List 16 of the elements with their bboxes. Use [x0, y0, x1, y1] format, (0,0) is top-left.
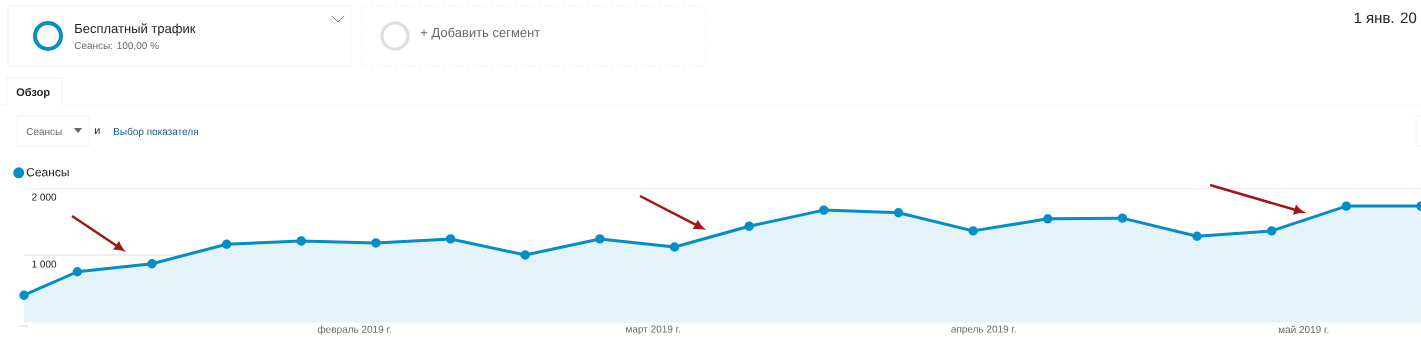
x-tick-label: ... — [20, 325, 28, 327]
text: 1 янв. 20 — [1354, 12, 1417, 24]
text: и — [94, 128, 100, 134]
text: + Добавить сегмент — [420, 27, 541, 40]
chart-title: Бесплатный трафик — [75, 23, 196, 36]
y-tick-label: 1 000 — [32, 260, 57, 268]
text: Обзор — [16, 87, 50, 99]
chart-subtitle: Сеансы: 100,00 % — [74, 42, 159, 51]
x-tick-label: май 2019 г. — [1278, 325, 1329, 334]
text: Сеансы — [26, 128, 62, 136]
legend-label: Сеансы — [26, 167, 69, 177]
x-tick-label: апрель 2019 г. — [951, 325, 1016, 335]
text: Выбор показателя — [114, 127, 198, 138]
y-tick-label: 2 000 — [32, 193, 57, 201]
x-tick-label: март 2019 г. — [626, 325, 680, 335]
x-tick-label: февраль 2019 г. — [317, 325, 391, 335]
